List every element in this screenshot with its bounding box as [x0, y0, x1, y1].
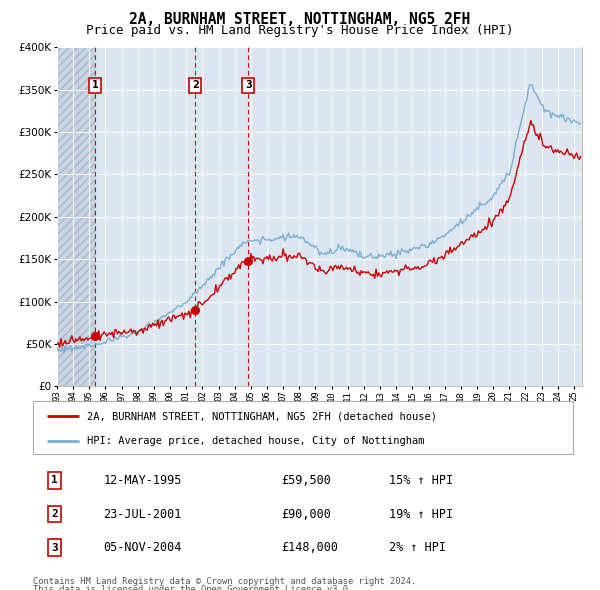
Text: 23-JUL-2001: 23-JUL-2001 [103, 507, 182, 520]
Bar [57, 47, 95, 386]
Text: Contains HM Land Registry data © Crown copyright and database right 2024.: Contains HM Land Registry data © Crown c… [33, 577, 416, 586]
Text: 15% ↑ HPI: 15% ↑ HPI [389, 474, 454, 487]
Text: £59,500: £59,500 [281, 474, 331, 487]
FancyBboxPatch shape [33, 401, 573, 454]
Text: HPI: Average price, detached house, City of Nottingham: HPI: Average price, detached house, City… [87, 436, 425, 446]
Text: 1: 1 [92, 80, 98, 90]
Text: 2A, BURNHAM STREET, NOTTINGHAM, NG5 2FH (detached house): 2A, BURNHAM STREET, NOTTINGHAM, NG5 2FH … [87, 411, 437, 421]
Text: 3: 3 [51, 543, 58, 553]
Text: 19% ↑ HPI: 19% ↑ HPI [389, 507, 454, 520]
Text: £90,000: £90,000 [281, 507, 331, 520]
Text: This data is licensed under the Open Government Licence v3.0.: This data is licensed under the Open Gov… [33, 585, 353, 590]
Text: 2: 2 [51, 509, 58, 519]
Text: 3: 3 [245, 80, 251, 90]
Text: 2% ↑ HPI: 2% ↑ HPI [389, 541, 446, 554]
Text: Price paid vs. HM Land Registry's House Price Index (HPI): Price paid vs. HM Land Registry's House … [86, 24, 514, 37]
Text: 05-NOV-2004: 05-NOV-2004 [103, 541, 182, 554]
Text: 2A, BURNHAM STREET, NOTTINGHAM, NG5 2FH: 2A, BURNHAM STREET, NOTTINGHAM, NG5 2FH [130, 12, 470, 27]
Text: £148,000: £148,000 [281, 541, 338, 554]
Text: 2: 2 [192, 80, 199, 90]
Text: 12-MAY-1995: 12-MAY-1995 [103, 474, 182, 487]
Text: 1: 1 [51, 476, 58, 486]
Bar [57, 47, 95, 386]
